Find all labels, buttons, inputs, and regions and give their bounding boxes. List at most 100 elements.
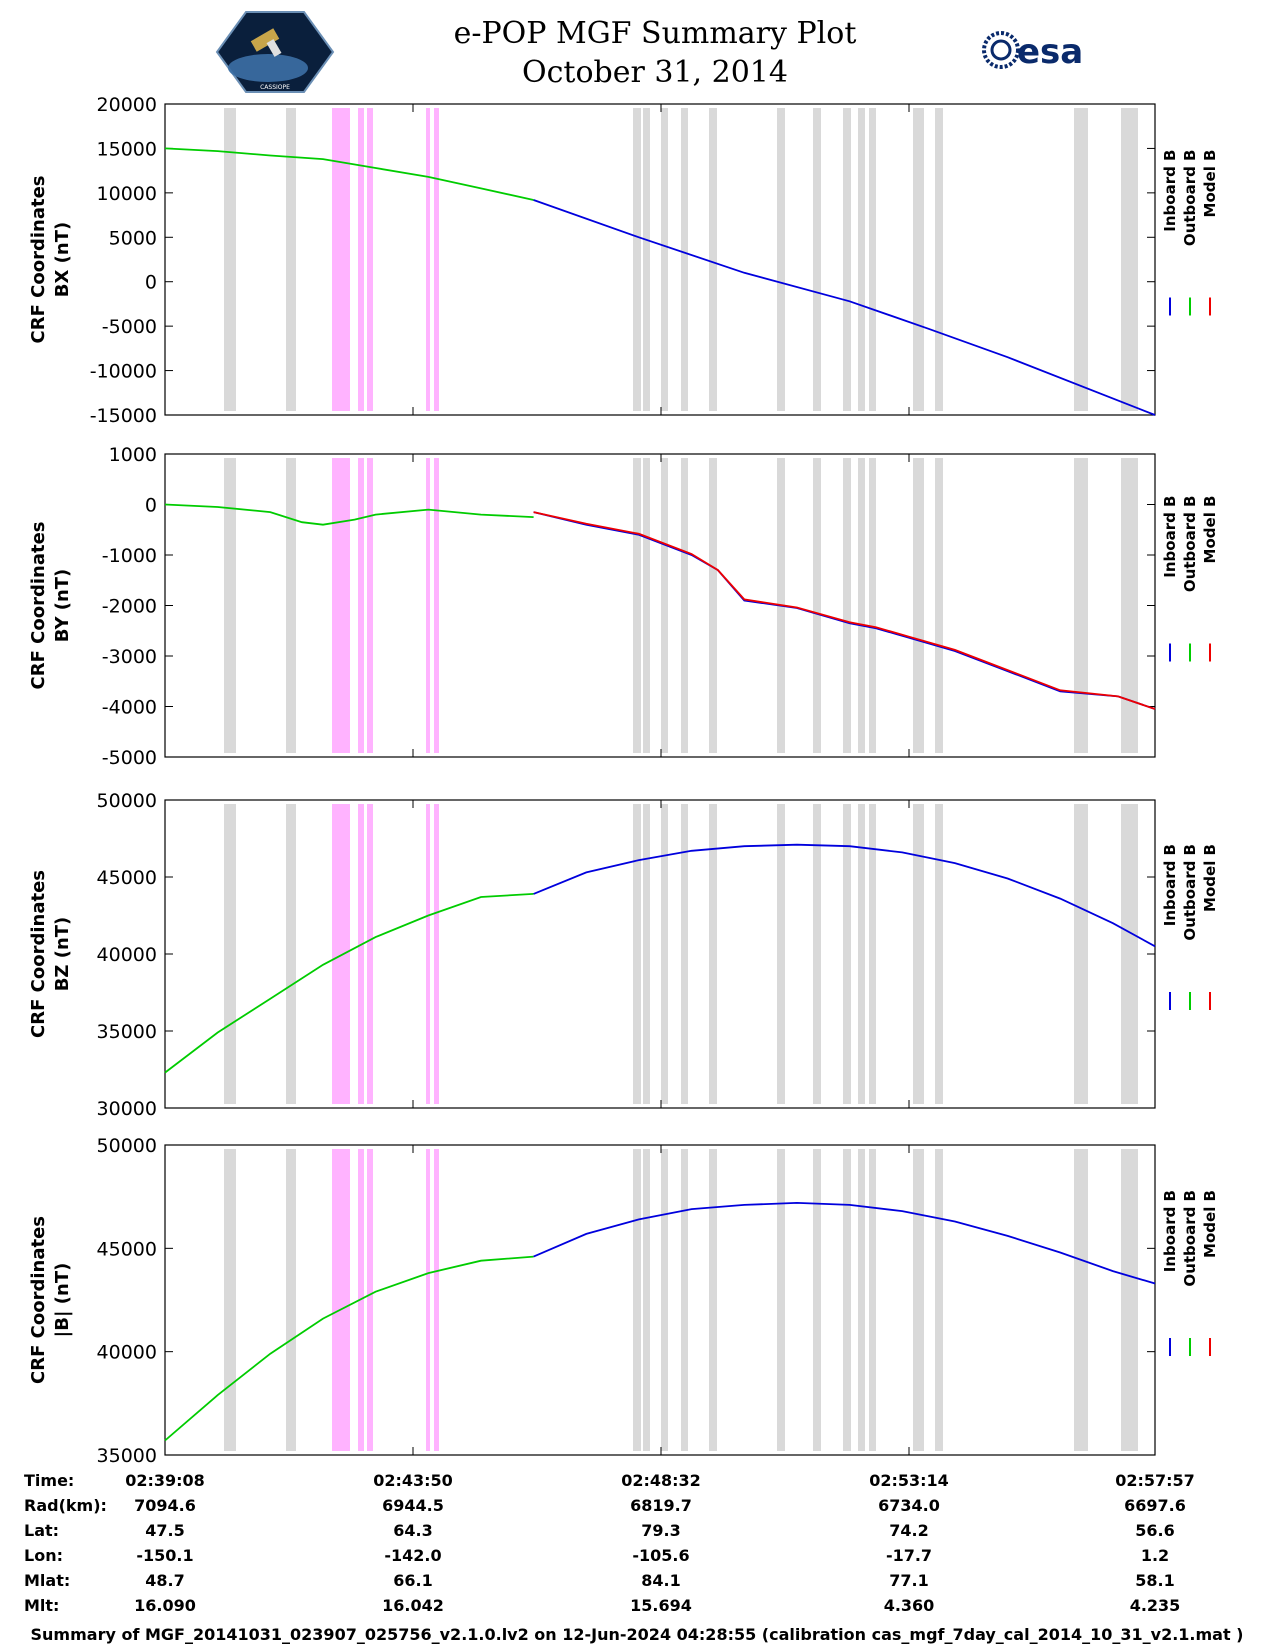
data-gap-band	[681, 804, 688, 1104]
y-axis-label: CRF Coordinates BX (nT)	[28, 176, 73, 344]
series-line-outboard-b	[164, 893, 534, 1074]
data-gap-band	[1121, 1149, 1138, 1451]
chart-panel-3: 50000 45000 40000 35000 30000 CRF Coordinates…	[28, 790, 1219, 1120]
data-gap-band	[858, 458, 865, 753]
y-tick-label: -5000	[102, 747, 157, 769]
data-gap-band	[843, 458, 851, 753]
info-cell: 48.7	[145, 1571, 184, 1590]
legend-label: Model B	[1201, 496, 1219, 564]
series-line-inboard-b	[533, 199, 1156, 416]
data-gap-band	[1074, 1149, 1088, 1451]
flag-band	[332, 458, 350, 753]
data-gap-band	[858, 108, 865, 411]
flag-band	[358, 804, 364, 1104]
data-gap-band	[709, 108, 717, 411]
data-gap-band	[633, 1149, 641, 1451]
y-tick-label: -4000	[102, 697, 157, 719]
y-tick-label: 45000	[97, 1238, 157, 1260]
data-gap-band	[643, 1149, 650, 1451]
data-gap-band	[643, 458, 650, 753]
chart-panel-4: 50000 45000 40000 35000 CRF Coordinates |B| (…	[28, 1135, 1219, 1467]
info-cell: 6819.7	[630, 1496, 692, 1515]
series-line-inboard-b	[533, 1201, 1156, 1285]
data-gap-band	[643, 108, 650, 411]
flag-band	[434, 108, 439, 411]
footer-note: Summary of MGF_20141031_023907_025756_v2…	[31, 1625, 1244, 1644]
flag-band	[332, 108, 350, 411]
series-line-inboard-b	[533, 511, 1156, 710]
y-tick-label: 20000	[97, 94, 157, 116]
data-gap-band	[913, 458, 924, 753]
y-tick-label: -5000	[102, 316, 157, 338]
flag-band	[332, 1149, 350, 1451]
y-tick-label: 15000	[97, 138, 157, 160]
data-gap-band	[633, 804, 641, 1104]
data-gap-band	[1074, 804, 1088, 1104]
info-cell: 7094.6	[134, 1496, 196, 1515]
legend: Inboard B Outboard B Model B	[1161, 496, 1219, 662]
data-gap-band	[843, 108, 851, 411]
cassiope-logo-text: CASSIOPE	[260, 84, 290, 91]
legend-label: Outboard B	[1181, 150, 1199, 247]
data-gap-band	[1074, 108, 1088, 411]
info-cell: 02:57:57	[1115, 1471, 1195, 1490]
flag-band	[367, 458, 373, 753]
info-cell: 16.042	[382, 1596, 444, 1615]
legend-label: Inboard B	[1161, 150, 1179, 232]
data-gap-band	[913, 108, 924, 411]
series-line-outboard-b	[164, 147, 534, 201]
data-gap-band	[1074, 458, 1088, 753]
legend-label: Model B	[1201, 1190, 1219, 1258]
info-cell: 58.1	[1135, 1571, 1174, 1590]
info-cell: 16.090	[134, 1596, 196, 1615]
data-gap-band	[661, 1149, 668, 1451]
info-cell: 1.2	[1141, 1546, 1169, 1565]
legend-label: Model B	[1201, 150, 1219, 218]
data-gap-band	[913, 1149, 924, 1451]
legend-label: Outboard B	[1181, 1190, 1199, 1287]
flag-band	[367, 804, 373, 1104]
info-cell: 77.1	[889, 1571, 928, 1590]
plot-frame	[164, 799, 1156, 1109]
data-gap-band	[224, 458, 236, 753]
data-gap-band	[633, 108, 641, 411]
info-cell: 4.235	[1130, 1596, 1181, 1615]
data-gap-band	[913, 804, 924, 1104]
legend-label: Outboard B	[1181, 496, 1199, 593]
data-gap-band	[813, 108, 821, 411]
y-tick-label: 30000	[97, 1098, 157, 1120]
data-gap-band	[224, 1149, 236, 1451]
info-cell: 6944.5	[382, 1496, 444, 1515]
flag-band	[426, 458, 430, 753]
data-gap-band	[633, 458, 641, 753]
chart-panel-2: 1000 0 -1000 -2000 -3000 -4000 -5000 CRF Coordi…	[28, 444, 1219, 769]
data-gap-band	[869, 108, 876, 411]
y-tick-label: -3000	[102, 646, 157, 668]
plot-frame	[164, 103, 1156, 416]
y-tick-label: -15000	[90, 405, 157, 427]
y-tick-label: 35000	[97, 1445, 157, 1467]
flag-band	[426, 108, 430, 411]
data-gap-band	[935, 1149, 943, 1451]
y-tick-label: -2000	[102, 596, 157, 618]
plot-frame	[164, 1144, 1156, 1456]
data-gap-band	[935, 108, 943, 411]
info-cell: -150.1	[136, 1546, 193, 1565]
info-cell: 02:43:50	[373, 1471, 453, 1490]
data-gap-band	[869, 458, 876, 753]
info-cell: -105.6	[632, 1546, 689, 1565]
info-cell: 79.3	[641, 1521, 680, 1540]
info-cell: 47.5	[145, 1521, 184, 1540]
data-gap-band	[661, 108, 668, 411]
flag-band	[426, 1149, 430, 1451]
legend-label: Inboard B	[1161, 496, 1179, 578]
info-cell: -142.0	[384, 1546, 441, 1565]
y-tick-label: 0	[145, 272, 157, 294]
data-gap-band	[286, 458, 296, 753]
data-gap-band	[643, 804, 650, 1104]
y-tick-label: 0	[145, 495, 157, 517]
data-gap-band	[777, 108, 785, 411]
info-cell: 6734.0	[878, 1496, 940, 1515]
legend-label: Outboard B	[1181, 844, 1199, 941]
